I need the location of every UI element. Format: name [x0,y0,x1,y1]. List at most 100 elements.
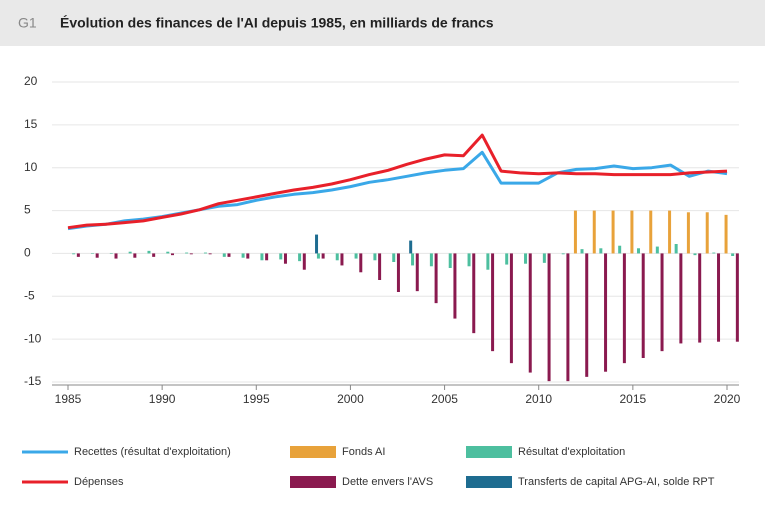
bar [396,253,400,292]
bar [152,253,156,257]
bar [717,253,721,342]
bar [203,252,207,254]
bar [585,253,589,377]
bar [448,253,452,268]
y-tick-label: -10 [24,331,42,345]
legend-label: Transferts de capital APG-AI, solde RPT [518,476,715,488]
bar [409,240,413,254]
bar [246,253,250,259]
bar [147,250,151,254]
bar [731,253,735,256]
bar [260,253,264,261]
bar [524,253,528,264]
bar [315,234,319,254]
bar [505,253,509,265]
bar [166,251,170,254]
header-band [0,0,765,46]
legend-label: Dette envers l'AVS [342,476,433,488]
y-tick-label: 10 [24,160,38,174]
bar [90,253,94,254]
bar [528,253,532,373]
y-tick-label: -15 [24,374,42,388]
bar [491,253,495,352]
bar [592,210,596,254]
x-tick-label: 1985 [55,392,82,406]
bar [340,253,344,266]
bar [599,248,603,254]
bar [227,253,231,257]
bar [359,253,363,273]
bar [472,253,476,334]
bar [185,252,189,254]
x-tick-label: 1990 [149,392,176,406]
x-tick-label: 2020 [714,392,741,406]
line [67,133,728,230]
bar [335,253,339,261]
legend-label: Fonds AI [342,446,385,458]
bar [604,253,608,372]
bar [279,253,283,260]
bar [189,253,193,255]
legend-swatch [290,476,336,488]
bar [321,253,325,259]
bar [128,251,132,254]
bar [114,253,118,259]
bar [265,253,269,261]
bar [72,253,76,255]
bar [618,245,622,254]
bar [133,253,137,258]
y-tick-label: 15 [24,117,38,131]
chart-title: Évolution des finances de l'AI depuis 19… [60,15,494,31]
bar [724,214,728,254]
bar [637,248,641,254]
bar [660,253,664,352]
bar [467,253,471,267]
bar [411,253,415,266]
legend-swatch [290,446,336,458]
bar [354,253,358,259]
bar [630,210,634,254]
y-tick-label: 5 [24,203,31,217]
bar [298,253,302,262]
bar [378,253,382,280]
bar [712,252,716,254]
bar [561,253,565,255]
x-tick-label: 2000 [337,392,364,406]
bar [668,210,672,254]
bar [611,210,615,254]
bar [679,253,683,344]
bar [222,253,226,257]
legend-swatch [466,446,512,458]
bar [542,253,546,263]
y-tick-label: -5 [24,288,35,302]
bar [686,212,690,254]
bar [486,253,490,270]
legend-label: Résultat d'exploitation [518,446,625,458]
legend-label: Recettes (résultat d'exploitation) [74,446,231,458]
x-tick-label: 1995 [243,392,270,406]
y-tick-label: 0 [24,246,31,260]
bar [392,253,396,262]
bar [509,253,513,364]
legend-label: Dépenses [74,476,124,488]
x-tick-label: 2005 [431,392,458,406]
bar [698,253,702,343]
bar [735,253,739,342]
bar [580,249,584,254]
bar [241,253,245,258]
bar [693,253,697,256]
figure-label: G1 [18,15,37,31]
bar [622,253,626,364]
bar [302,253,306,270]
bar [283,253,287,264]
bar [453,253,457,319]
legend-swatch [466,476,512,488]
bar [316,253,320,259]
bar [95,253,99,258]
bar [170,253,174,256]
x-tick-label: 2010 [525,392,552,406]
bar [655,246,659,254]
bar [109,253,113,254]
bar [208,253,212,255]
